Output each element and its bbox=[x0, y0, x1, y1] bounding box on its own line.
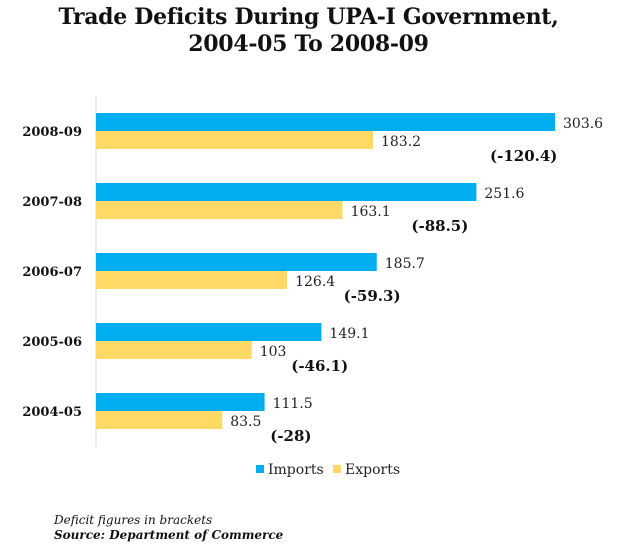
deficit-label-2005-06: (-46.1) bbox=[291, 357, 348, 375]
import-value-label-2006-07: 185.7 bbox=[385, 256, 425, 272]
category-label-2008-09: 2008-09 bbox=[22, 125, 82, 140]
deficit-note: Deficit figures in brackets bbox=[54, 513, 213, 527]
import-bar-2005-06 bbox=[96, 323, 322, 341]
import-value-label-2004-05: 111.5 bbox=[273, 396, 313, 412]
export-value-label-2008-09: 183.2 bbox=[381, 134, 421, 150]
category-label-2005-06: 2005-06 bbox=[22, 335, 82, 350]
deficit-label-2008-09: (-120.4) bbox=[490, 147, 557, 165]
legend-imports-swatch bbox=[256, 465, 264, 473]
deficit-label-2007-08: (-88.5) bbox=[411, 217, 468, 235]
export-bar-2005-06 bbox=[96, 341, 252, 359]
export-value-label-2004-05: 83.5 bbox=[230, 414, 261, 430]
export-value-label-2007-08: 163.1 bbox=[351, 204, 391, 220]
import-value-label-2005-06: 149.1 bbox=[329, 326, 369, 342]
export-value-label-2005-06: 103 bbox=[260, 344, 287, 360]
deficit-label-2004-05: (-28) bbox=[270, 427, 311, 445]
chart-title: Trade Deficits During UPA-I Government, … bbox=[0, 4, 617, 58]
import-bar-2008-09 bbox=[96, 113, 555, 131]
legend-exports-label: Exports bbox=[345, 462, 400, 478]
export-bar-2008-09 bbox=[96, 131, 373, 149]
import-bar-2004-05 bbox=[96, 393, 265, 411]
import-value-label-2008-09: 303.6 bbox=[563, 116, 603, 132]
category-label-2006-07: 2006-07 bbox=[22, 265, 82, 280]
import-bar-2006-07 bbox=[96, 253, 377, 271]
export-bar-2006-07 bbox=[96, 271, 288, 289]
source-note: Source: Department of Commerce bbox=[54, 528, 284, 542]
export-bar-2007-08 bbox=[96, 201, 343, 219]
chart-title-line2: 2004-05 To 2008-09 bbox=[188, 31, 429, 57]
chart-title-line1: Trade Deficits During UPA-I Government, bbox=[58, 4, 559, 30]
import-bar-2007-08 bbox=[96, 183, 477, 201]
category-label-2007-08: 2007-08 bbox=[22, 195, 82, 210]
export-value-label-2006-07: 126.4 bbox=[295, 274, 335, 290]
import-value-label-2007-08: 251.6 bbox=[484, 186, 524, 202]
legend-imports-label: Imports bbox=[268, 462, 324, 478]
legend-exports-swatch bbox=[333, 465, 341, 473]
deficit-label-2006-07: (-59.3) bbox=[344, 287, 401, 305]
export-bar-2004-05 bbox=[96, 411, 223, 429]
category-label-2004-05: 2004-05 bbox=[22, 405, 82, 420]
